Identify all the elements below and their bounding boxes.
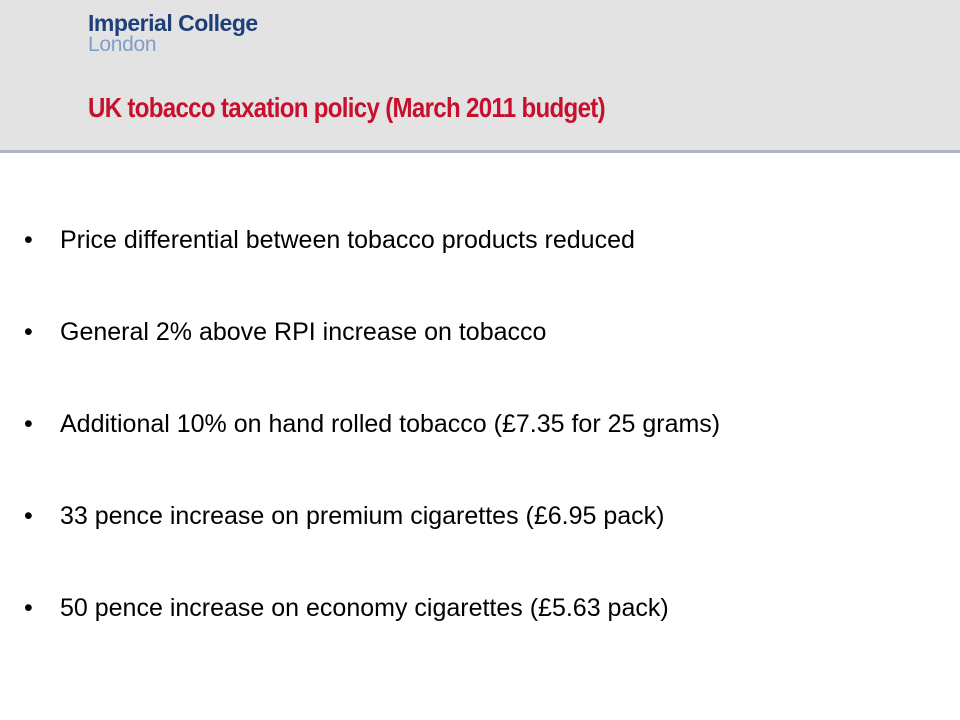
bullet-text: 33 pence increase on premium cigarettes …: [60, 502, 665, 530]
bullet-text: 50 pence increase on economy cigarettes …: [60, 594, 669, 622]
bullet-marker: •: [24, 318, 33, 346]
slide-title: UK tobacco taxation policy (March 2011 b…: [88, 92, 606, 123]
bullet-text: Price differential between tobacco produ…: [60, 226, 635, 254]
bullet-marker: •: [24, 594, 33, 622]
slide-header: [0, 0, 960, 150]
imperial-college-logo: Imperial College London: [88, 12, 258, 56]
bullet-text: Additional 10% on hand rolled tobacco (£…: [60, 410, 721, 438]
bullet-marker: •: [24, 502, 33, 530]
logo-line-1: Imperial College: [88, 10, 258, 36]
bullet-text: General 2% above RPI increase on tobacco: [60, 318, 547, 346]
bullet-marker: •: [24, 226, 33, 254]
logo-line-2: London: [88, 33, 157, 56]
bullet-marker: •: [24, 410, 33, 438]
header-divider: [0, 150, 960, 153]
